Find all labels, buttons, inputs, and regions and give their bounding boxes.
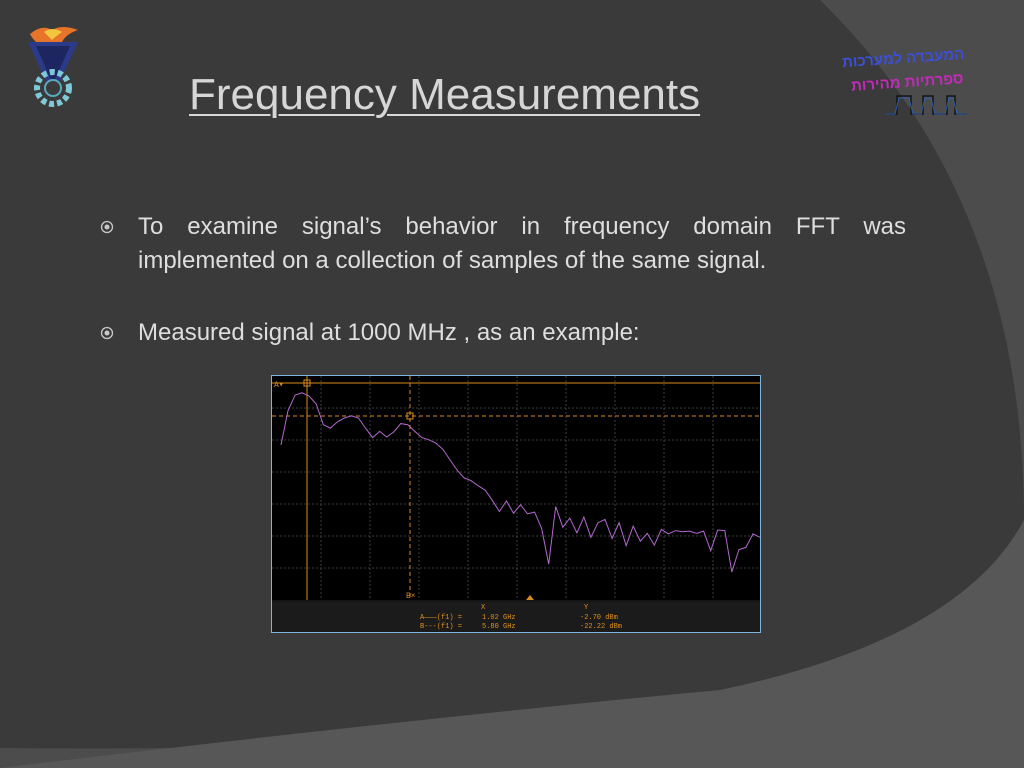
lab-logo: המעבדה למערכות ספרתיות מהירות: [841, 22, 1000, 122]
cursor-b-marker: [406, 412, 414, 420]
ref-level-marker: A▾: [274, 381, 284, 390]
background-arc-lower: [0, 520, 1024, 768]
readout-row-b-x: 5.80 GHz: [482, 623, 516, 631]
cursor-a-marker: [303, 379, 311, 387]
spectrum-trace: [280, 392, 760, 573]
readout-row-a-y: -2.70 dBm: [580, 614, 618, 622]
bullet-text: Measured signal at 1000 MHz , as an exam…: [138, 319, 640, 346]
readout-row-a-label: A———(f1) =: [420, 614, 462, 622]
bullet-item: To examine signal’s behavior in frequenc…: [100, 210, 906, 278]
readout-y-header: Y: [584, 604, 589, 612]
readout-row-b-label: B---(f1) =: [420, 623, 462, 631]
cursor-b-label: B×: [406, 592, 416, 601]
readout-panel: [272, 602, 760, 632]
waveform-icon: [885, 95, 967, 115]
graticule: [272, 376, 760, 600]
readout-table: X Y A———(f1) = 1.02 GHz -2.70 dBm B---(f…: [420, 604, 622, 631]
circle-bullet-icon: [100, 326, 114, 340]
circle-bullet-icon: [100, 220, 114, 234]
bullet-item: Measured signal at 1000 MHz , as an exam…: [100, 316, 906, 350]
oscilloscope-screenshot: A▾ B× X Y A———(f1) = 1.02 GHz -2.70 dBm …: [271, 375, 761, 633]
readout-row-b-y: -22.22 dBm: [580, 623, 622, 631]
slide-title: Frequency Measurements: [189, 70, 701, 119]
readout-x-header: X: [481, 604, 486, 612]
bullet-list: To examine signal’s behavior in frequenc…: [100, 210, 906, 388]
technion-logo-icon: [22, 24, 84, 112]
readout-row-a-x: 1.02 GHz: [482, 614, 516, 622]
center-marker: [526, 595, 534, 600]
spectrum-display: A▾ B× X Y A———(f1) = 1.02 GHz -2.70 dBm …: [272, 376, 760, 632]
bullet-text: To examine signal’s behavior in frequenc…: [138, 213, 906, 274]
